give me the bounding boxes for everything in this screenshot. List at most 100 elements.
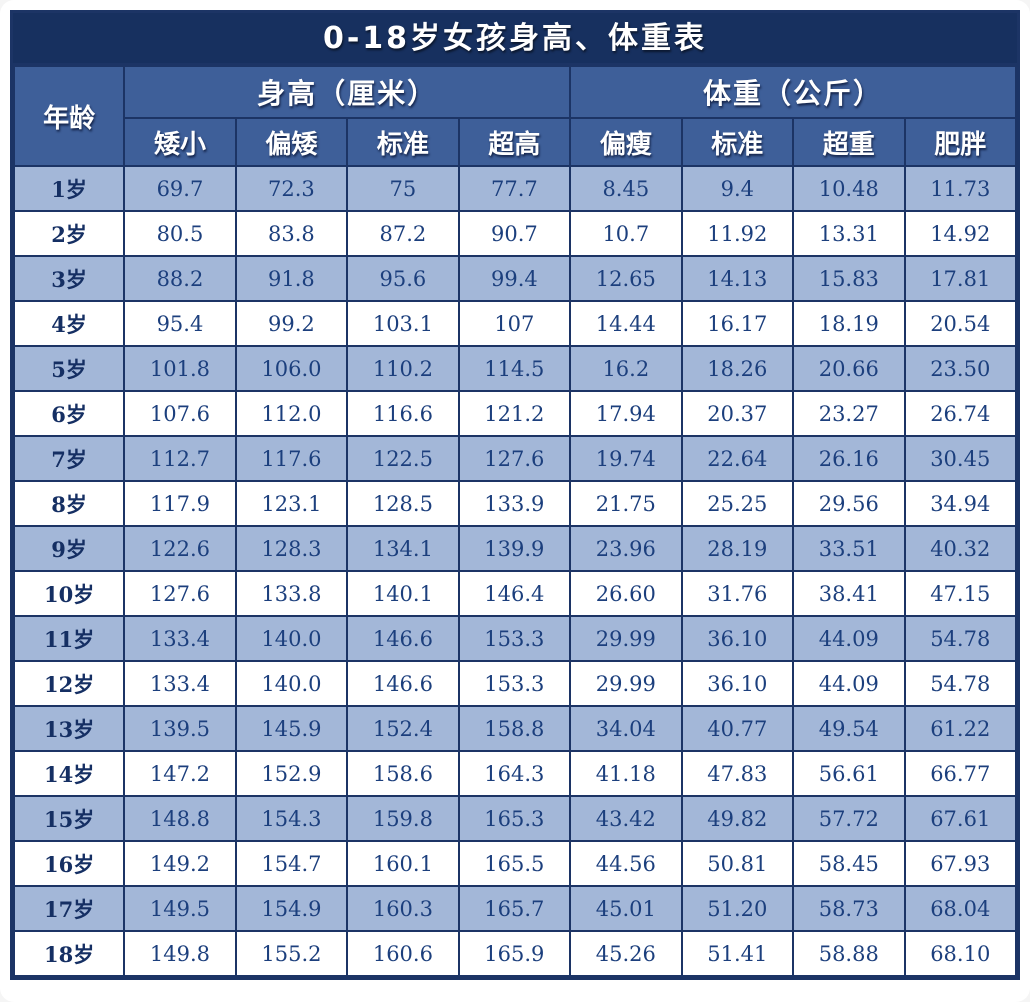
- value-cell: 160.1: [346, 840, 460, 887]
- age-cell: 5岁: [12, 345, 126, 392]
- value-cell: 20.37: [680, 390, 795, 437]
- value-cell: 18.19: [792, 300, 906, 347]
- table-row: 18岁 149.8 155.2 160.6 165.9 45.26 51.41 58.88 68…: [12, 930, 1017, 977]
- value-cell: 47.15: [903, 570, 1017, 617]
- value-cell: 165.5: [457, 840, 572, 887]
- value-cell: 49.54: [792, 705, 906, 752]
- age-cell: 9岁: [12, 525, 126, 572]
- value-cell: 95.6: [346, 255, 460, 302]
- value-cell: 165.3: [457, 795, 572, 842]
- value-cell: 23.96: [569, 525, 683, 572]
- value-cell: 127.6: [123, 570, 237, 617]
- value-cell: 11.73: [903, 165, 1017, 212]
- value-cell: 15.83: [792, 255, 906, 302]
- value-cell: 112.0: [234, 390, 349, 437]
- column-header-obese: 肥胖: [903, 117, 1017, 167]
- age-cell: 14岁: [12, 750, 126, 797]
- value-cell: 29.99: [569, 660, 683, 707]
- value-cell: 133.8: [234, 570, 349, 617]
- age-cell: 12岁: [12, 660, 126, 707]
- value-cell: 127.6: [457, 435, 572, 482]
- sub-header-row: 矮小 偏矮 标准 超高 偏瘦 标准 超重 肥胖: [14, 117, 1017, 167]
- value-cell: 23.27: [792, 390, 906, 437]
- value-cell: 140.0: [234, 615, 349, 662]
- value-cell: 165.9: [457, 930, 572, 977]
- value-cell: 25.25: [680, 480, 795, 527]
- value-cell: 164.3: [457, 750, 572, 797]
- value-cell: 17.81: [903, 255, 1017, 302]
- value-cell: 45.26: [569, 930, 683, 977]
- column-header-standard-height: 标准: [346, 117, 460, 167]
- value-cell: 10.48: [792, 165, 906, 212]
- value-cell: 20.66: [792, 345, 906, 392]
- value-cell: 122.5: [346, 435, 460, 482]
- table-row: 6岁 107.6 112.0 116.6 121.2 17.94 20.37 23.27 26.…: [12, 390, 1017, 437]
- value-cell: 43.42: [569, 795, 683, 842]
- value-cell: 77.7: [457, 165, 572, 212]
- value-cell: 31.76: [680, 570, 795, 617]
- column-header-thin: 偏瘦: [569, 117, 683, 167]
- age-cell: 2岁: [12, 210, 126, 257]
- value-cell: 165.7: [457, 885, 572, 932]
- growth-table-card: 0-18岁女孩身高、体重表 年龄 身高（厘米） 体重（公斤） 矮小 偏矮 标准 …: [10, 10, 1020, 980]
- value-cell: 22.64: [680, 435, 795, 482]
- value-cell: 110.2: [346, 345, 460, 392]
- age-cell: 18岁: [12, 930, 126, 977]
- value-cell: 16.17: [680, 300, 795, 347]
- value-cell: 58.73: [792, 885, 906, 932]
- value-cell: 8.45: [569, 165, 683, 212]
- value-cell: 29.99: [569, 615, 683, 662]
- age-cell: 11岁: [12, 615, 126, 662]
- value-cell: 44.09: [792, 660, 906, 707]
- value-cell: 58.45: [792, 840, 906, 887]
- value-cell: 14.92: [903, 210, 1017, 257]
- age-cell: 15岁: [12, 795, 126, 842]
- value-cell: 107.6: [123, 390, 237, 437]
- value-cell: 49.82: [680, 795, 795, 842]
- value-cell: 34.94: [903, 480, 1017, 527]
- table-row: 12岁 133.4 140.0 146.6 153.3 29.99 36.10 44.09 54…: [12, 660, 1017, 707]
- table-row: 2岁 80.5 83.8 87.2 90.7 10.7 11.92 13.31 14.92: [12, 210, 1017, 257]
- value-cell: 44.56: [569, 840, 683, 887]
- value-cell: 69.7: [123, 165, 237, 212]
- value-cell: 133.9: [457, 480, 572, 527]
- table-row: 11岁 133.4 140.0 146.6 153.3 29.99 36.10 44.09 54…: [12, 615, 1017, 662]
- value-cell: 153.3: [457, 660, 572, 707]
- column-header-below-average: 偏矮: [234, 117, 349, 167]
- value-cell: 40.32: [903, 525, 1017, 572]
- group-header-row: 年龄 身高（厘米） 体重（公斤）: [12, 65, 1017, 167]
- table-row: 8岁 117.9 123.1 128.5 133.9 21.75 25.25 29.56 34.…: [12, 480, 1017, 527]
- table-row: 15岁 148.8 154.3 159.8 165.3 43.42 49.82 57.72 67…: [12, 795, 1017, 842]
- age-cell: 3岁: [12, 255, 126, 302]
- value-cell: 140.1: [346, 570, 460, 617]
- value-cell: 12.65: [569, 255, 683, 302]
- value-cell: 134.1: [346, 525, 460, 572]
- table-title: 0-18岁女孩身高、体重表: [13, 13, 1017, 65]
- value-cell: 17.94: [569, 390, 683, 437]
- value-cell: 67.61: [903, 795, 1017, 842]
- value-cell: 67.93: [903, 840, 1017, 887]
- value-cell: 44.09: [792, 615, 906, 662]
- column-header-overweight: 超重: [792, 117, 906, 167]
- value-cell: 154.7: [234, 840, 349, 887]
- value-cell: 149.5: [123, 885, 237, 932]
- table-row: 14岁 147.2 152.9 158.6 164.3 41.18 47.83 56.61 66…: [12, 750, 1017, 797]
- value-cell: 146.6: [346, 615, 460, 662]
- value-cell: 26.60: [569, 570, 683, 617]
- value-cell: 146.4: [457, 570, 572, 617]
- value-cell: 20.54: [903, 300, 1017, 347]
- column-header-standard-weight: 标准: [680, 117, 795, 167]
- value-cell: 33.51: [792, 525, 906, 572]
- age-cell: 13岁: [12, 705, 126, 752]
- value-cell: 75: [346, 165, 460, 212]
- value-cell: 9.4: [680, 165, 795, 212]
- table-body: 1岁 69.7 72.3 75 77.7 8.45 9.4 10.48 11.73 2岁 80.5 8…: [12, 165, 1017, 977]
- age-column-header: 年龄: [12, 65, 126, 167]
- value-cell: 107: [457, 300, 572, 347]
- value-cell: 139.5: [123, 705, 237, 752]
- value-cell: 56.61: [792, 750, 906, 797]
- table-row: 13岁 139.5 145.9 152.4 158.8 34.04 40.77 49.54 61…: [12, 705, 1017, 752]
- table-row: 7岁 112.7 117.6 122.5 127.6 19.74 22.64 26.16 30.…: [12, 435, 1017, 482]
- value-cell: 146.6: [346, 660, 460, 707]
